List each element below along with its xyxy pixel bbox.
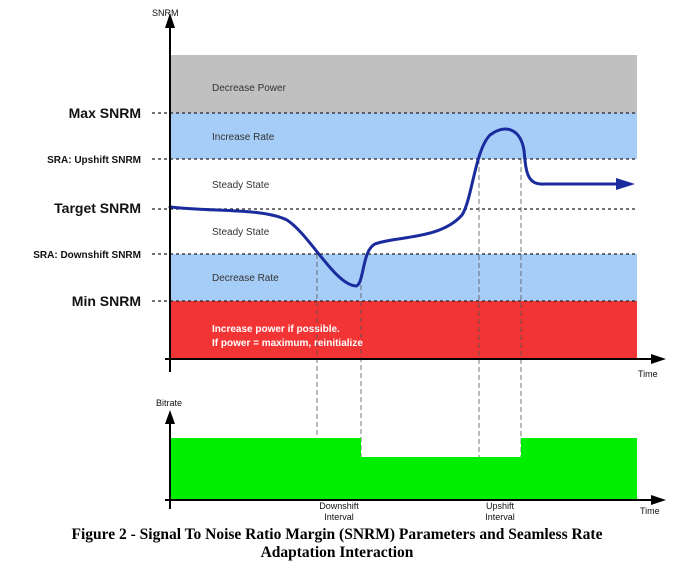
label-target-snrm: Target SNRM [54,200,141,216]
zone-label-decrease-power: Decrease Power [212,83,287,94]
bottom-x-arrow-icon [651,495,666,505]
label-downshift-snrm: SRA: Downshift SNRM [33,250,141,261]
downshift-interval-label-2: Interval [324,512,354,522]
downshift-interval-label-1: Downshift [319,501,359,511]
top-y-arrow-icon [165,13,175,28]
zone-label-steady-upper: Steady State [212,180,270,191]
snrm-curve [168,127,622,288]
label-upshift-snrm: SRA: Upshift SNRM [47,155,141,166]
zone-decrease-rate [170,254,637,301]
zone-label-increase-power-1: Increase power if possible. [212,324,340,335]
label-min-snrm: Min SNRM [72,293,141,309]
label-max-snrm: Max SNRM [69,105,141,121]
top-x-axis-label: Time [638,369,658,379]
zone-increase-power [170,301,637,359]
zone-label-steady-lower: Steady State [212,227,270,238]
bitrate-area [170,438,637,500]
zone-label-increase-power-2: If power = maximum, reinitialize [212,338,363,349]
top-x-arrow-icon [651,354,666,364]
zone-label-decrease-rate: Decrease Rate [212,273,279,284]
zone-label-increase-rate: Increase Rate [212,132,275,143]
figure-caption: Figure 2 - Signal To Noise Ratio Margin … [0,526,674,562]
upshift-interval-label-1: Upshift [486,501,515,511]
zone-decrease-power [170,55,637,113]
upshift-interval-label-2: Interval [485,512,515,522]
caption-line-2: Adaptation Interaction [260,544,414,561]
zone-increase-rate [170,113,637,159]
bottom-y-axis-label: Bitrate [156,398,182,408]
caption-line-1: Figure 2 - Signal To Noise Ratio Margin … [71,526,603,543]
bottom-x-axis-label: Time [640,506,660,516]
snrm-arrow-icon [616,178,635,190]
bottom-y-arrow-icon [165,410,175,424]
top-y-axis-label: SNRM [152,8,179,18]
